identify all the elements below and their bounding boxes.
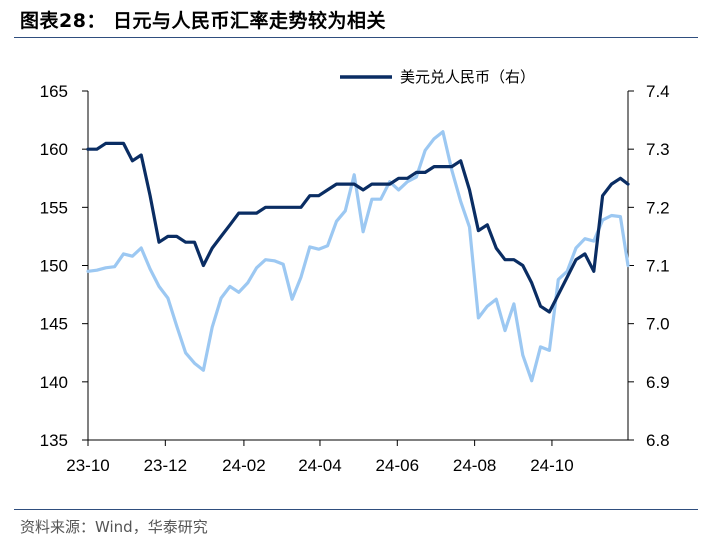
y-left-tick-label: 135 xyxy=(40,431,68,450)
series-line-jpy xyxy=(86,130,630,383)
y-right-tick-label: 6.8 xyxy=(646,431,670,450)
y-right-tick-label: 7.1 xyxy=(646,257,670,276)
series-line-usdcny xyxy=(86,141,630,314)
y-right-tick-label: 7.2 xyxy=(646,198,670,217)
y-left-tick-label: 165 xyxy=(40,82,68,101)
title-divider xyxy=(14,37,698,38)
legend-label: 美元兑人民币（右） xyxy=(400,68,535,86)
series-layer xyxy=(86,130,630,383)
figure-title: 图表28： 日元与人民币汇率走势较为相关 xyxy=(20,10,387,32)
line-chart: 135 140 145 150 155 160 165 6.8 6.9 7.0 7.1 7.2 7.3 7… xyxy=(40,68,670,475)
x-tick-label: 24-10 xyxy=(530,456,573,475)
y-left-tick-label: 160 xyxy=(40,140,68,159)
y-right-tick-label: 7.4 xyxy=(646,82,670,101)
y-left-tick-label: 145 xyxy=(40,315,68,334)
y-right-tick-label: 7.0 xyxy=(646,315,670,334)
x-tick-label: 23-12 xyxy=(144,456,187,475)
x-tick-label: 23-10 xyxy=(66,456,109,475)
y-right-tick-label: 7.3 xyxy=(646,140,670,159)
source-divider xyxy=(14,509,698,510)
y-right-tick-label: 6.9 xyxy=(646,373,670,392)
y-left-tick-label: 140 xyxy=(40,373,68,392)
axes-layer: 135 140 145 150 155 160 165 6.8 6.9 7.0 7.1 7.2 7.3 7… xyxy=(40,82,670,475)
x-tick-label: 24-04 xyxy=(298,456,341,475)
legend: 美元兑人民币（右） xyxy=(340,68,535,86)
y-left-tick-label: 150 xyxy=(40,257,68,276)
x-tick-label: 24-08 xyxy=(453,456,496,475)
y-left-tick-label: 155 xyxy=(40,198,68,217)
x-tick-label: 24-02 xyxy=(222,456,265,475)
x-tick-label: 24-06 xyxy=(376,456,419,475)
source-note: 资料来源：Wind，华泰研究 xyxy=(20,518,208,536)
